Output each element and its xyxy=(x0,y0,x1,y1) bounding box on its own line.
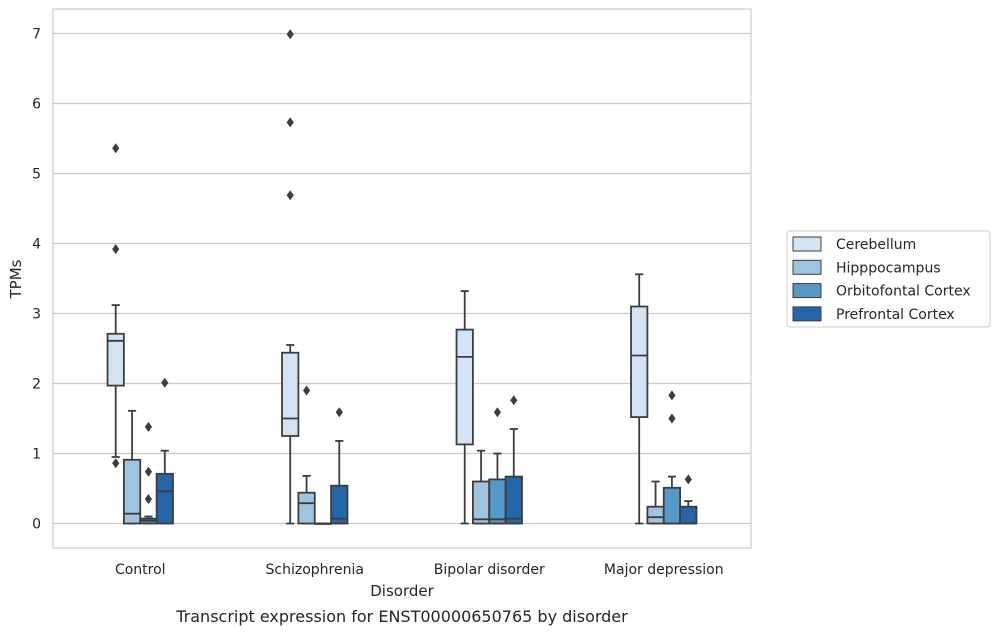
legend-label: Hipppocampus xyxy=(836,260,941,276)
box-iqr xyxy=(155,472,174,525)
outlier-point xyxy=(286,117,294,128)
box-iqr xyxy=(330,484,349,525)
outlier-point xyxy=(112,143,120,154)
legend: Cerebellum Hipppocampus Orbitofontal Corte… xyxy=(786,230,991,328)
box-hipppocampus xyxy=(297,385,316,525)
outlier-point xyxy=(684,474,692,485)
y-tick-label: 7 xyxy=(32,27,41,43)
grid-lines xyxy=(53,32,751,525)
y-tick-label: 0 xyxy=(32,517,41,533)
outlier-point xyxy=(286,190,294,201)
outlier-point xyxy=(112,458,120,469)
y-tick-label: 2 xyxy=(32,377,41,393)
outlier-point xyxy=(668,390,676,401)
chart-caption: Transcript expression for ENST0000065076… xyxy=(175,607,628,626)
outlier-point xyxy=(161,377,169,388)
legend-swatch xyxy=(792,306,822,322)
legend-label: Orbitofontal Cortex xyxy=(836,284,971,300)
outlier-point xyxy=(144,466,153,477)
box-orbitofontal-cortex xyxy=(662,390,682,525)
y-tick-label: 5 xyxy=(32,167,41,183)
x-axis-title: Disorder xyxy=(370,582,434,600)
box-iqr xyxy=(471,480,491,525)
outlier-point xyxy=(493,407,502,418)
outlier-point xyxy=(144,421,153,432)
legend-label: Prefrontal Cortex xyxy=(836,307,955,323)
box-cerebellum xyxy=(106,143,125,469)
x-tick-label: Major depression xyxy=(604,562,724,578)
legend-label: Cerebellum xyxy=(836,237,916,253)
outlier-point xyxy=(112,244,120,255)
x-tick-label: Control xyxy=(115,562,166,578)
y-tick-label: 3 xyxy=(32,307,41,323)
box-iqr xyxy=(106,332,125,387)
x-tick-label: Schizophrenia xyxy=(266,562,364,578)
outlier-point xyxy=(668,413,676,424)
box-prefrontal-cortex xyxy=(155,377,174,525)
y-tick-label: 6 xyxy=(32,97,41,113)
legend-swatch xyxy=(792,259,822,275)
legend-swatch xyxy=(792,283,822,299)
plot-frame xyxy=(52,8,752,549)
outlier-point xyxy=(510,395,518,406)
y-axis-title: TPMs xyxy=(7,259,25,299)
box-orbitofontal-cortex xyxy=(139,421,158,525)
box-prefrontal-cortex xyxy=(504,395,523,525)
box-orbitofontal-cortex xyxy=(313,522,333,525)
box-iqr xyxy=(662,486,682,525)
x-tick-labels: Control Schizophrenia Bipolar disorder Majo… xyxy=(115,562,724,578)
x-tick-label: Bipolar disorder xyxy=(434,562,545,578)
legend-frame xyxy=(786,230,991,328)
box-prefrontal-cortex xyxy=(679,474,698,525)
y-tick-labels: 0 1 2 3 4 5 6 7 xyxy=(32,27,41,533)
box-hipppocampus xyxy=(122,409,142,525)
box-iqr xyxy=(455,328,474,446)
outlier-point xyxy=(286,29,294,40)
box-iqr xyxy=(297,491,316,525)
outlier-point xyxy=(302,385,311,396)
legend-swatch xyxy=(792,236,822,252)
outlier-point xyxy=(335,407,343,418)
box-iqr xyxy=(122,458,142,525)
box-iqr xyxy=(630,305,649,418)
outlier-point xyxy=(144,494,153,504)
y-tick-label: 4 xyxy=(32,237,41,253)
plot-background xyxy=(53,9,751,548)
box-iqr xyxy=(488,478,507,525)
box-cerebellum xyxy=(281,29,300,525)
box-iqr xyxy=(281,351,300,437)
y-tick-label: 1 xyxy=(32,447,41,463)
box-iqr xyxy=(504,475,523,525)
box-cerebellum xyxy=(455,290,474,525)
box-iqr xyxy=(679,505,698,525)
box-prefrontal-cortex xyxy=(330,407,349,525)
box-iqr xyxy=(646,505,665,525)
box-cerebellum xyxy=(630,273,649,525)
box-series xyxy=(106,29,698,525)
